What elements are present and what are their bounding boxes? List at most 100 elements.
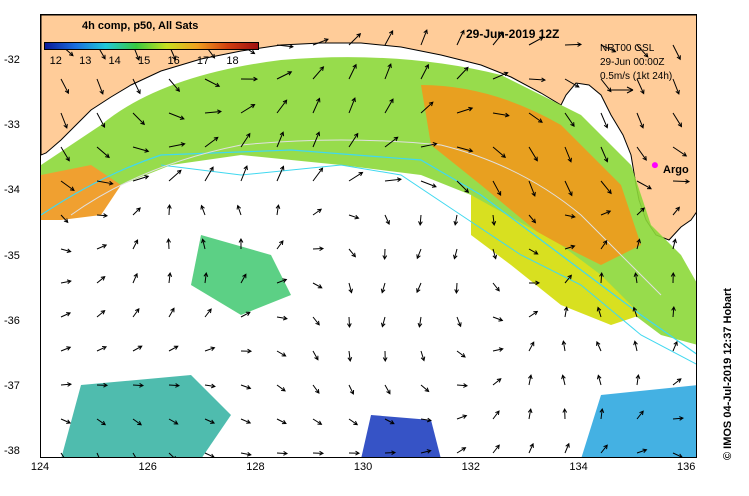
current-vector (564, 180, 573, 197)
current-vector (528, 214, 537, 224)
current-vector (420, 29, 428, 46)
current-vector (132, 174, 150, 182)
current-vector (456, 447, 467, 454)
current-vector (276, 165, 285, 182)
current-vector (636, 207, 645, 216)
current-vector (312, 66, 325, 80)
current-vector (384, 214, 390, 226)
current-vector (384, 384, 391, 395)
current-vector (132, 418, 143, 426)
data-info: NRT00 GSL 29-Jun 00:00Z 0.5m/s (1kt 24h) (600, 42, 672, 84)
current-vector (636, 44, 649, 58)
current-vector (600, 146, 609, 163)
current-vector (564, 42, 583, 47)
current-vector (492, 316, 504, 322)
current-vector (600, 444, 608, 454)
current-vector (168, 452, 176, 457)
current-vector (600, 239, 608, 250)
current-vector (382, 350, 388, 363)
colorbar-tick-label: 17 (196, 55, 210, 67)
current-vector (672, 340, 678, 352)
current-vector (276, 240, 284, 250)
current-vector (420, 449, 432, 454)
current-vector (238, 237, 244, 250)
current-vector (204, 383, 216, 389)
current-vector (132, 383, 145, 388)
current-vector (204, 308, 212, 318)
current-vector (312, 38, 329, 46)
current-vector (492, 31, 504, 46)
current-vector (201, 238, 206, 250)
current-vector (456, 106, 474, 114)
current-vector (276, 315, 288, 321)
current-vector (276, 350, 287, 357)
current-vector (492, 146, 507, 159)
current-vector (96, 244, 108, 250)
x-tick-label: 128 (246, 461, 265, 473)
current-vector (492, 347, 504, 352)
current-vector (456, 180, 470, 194)
sst-patch-teal-southwest (61, 375, 231, 457)
current-vector (312, 450, 325, 456)
current-vector (564, 112, 575, 128)
current-vector (672, 146, 688, 157)
current-vector (636, 146, 647, 161)
current-vector (600, 112, 609, 129)
current-vector (60, 346, 72, 352)
current-vector (671, 305, 676, 318)
map-date-title: 29-Jun-2019 12Z (466, 27, 560, 41)
temperature-contour (41, 149, 696, 355)
current-vector (276, 278, 288, 284)
current-vector (636, 78, 645, 95)
current-vector (240, 104, 256, 114)
current-vector (348, 171, 364, 182)
current-vector (60, 382, 73, 387)
current-vector (96, 180, 114, 186)
current-vector (596, 340, 602, 352)
y-tick-label: -32 (4, 53, 20, 66)
sst-patches (41, 57, 696, 457)
current-vector (599, 271, 604, 284)
current-vector (492, 282, 500, 292)
current-vector (96, 276, 106, 284)
current-vector (312, 384, 320, 394)
current-vector (276, 44, 294, 49)
current-vector (596, 374, 602, 386)
current-vector (168, 418, 179, 425)
current-vector (420, 350, 426, 362)
current-vector (564, 442, 570, 454)
current-vector (420, 417, 432, 423)
current-vector (240, 418, 252, 424)
x-tick-label: 136 (677, 461, 696, 473)
current-vector (96, 418, 107, 426)
y-tick-label: -38 (4, 445, 20, 458)
current-vector (562, 407, 568, 420)
colorbar-tick-label: 13 (79, 55, 92, 67)
current-vector (636, 112, 644, 129)
current-vector (60, 112, 68, 129)
current-vector (312, 131, 321, 148)
current-vector (453, 214, 459, 226)
argo-label: Argo (663, 164, 689, 176)
sst-patch-blue-southeast (581, 385, 696, 457)
current-vector (420, 142, 438, 148)
current-vector (60, 418, 72, 424)
colorbar-title: 4h comp, p50, All Sats (82, 20, 199, 32)
isobath-line (70, 139, 662, 296)
current-vector (384, 450, 397, 456)
current-vector (204, 166, 214, 182)
current-vector (528, 280, 541, 286)
current-vector (561, 374, 566, 386)
current-vector (96, 382, 109, 388)
current-vector (564, 214, 576, 219)
current-vector (636, 410, 644, 420)
current-vector (168, 383, 181, 388)
current-vector (132, 112, 145, 126)
current-vector (96, 78, 104, 95)
current-vector (418, 214, 423, 227)
current-vector (204, 136, 219, 148)
current-vector (348, 32, 362, 46)
current-vector (132, 272, 138, 284)
current-vector (564, 78, 580, 88)
colorbar-tick-label: 18 (226, 55, 239, 67)
